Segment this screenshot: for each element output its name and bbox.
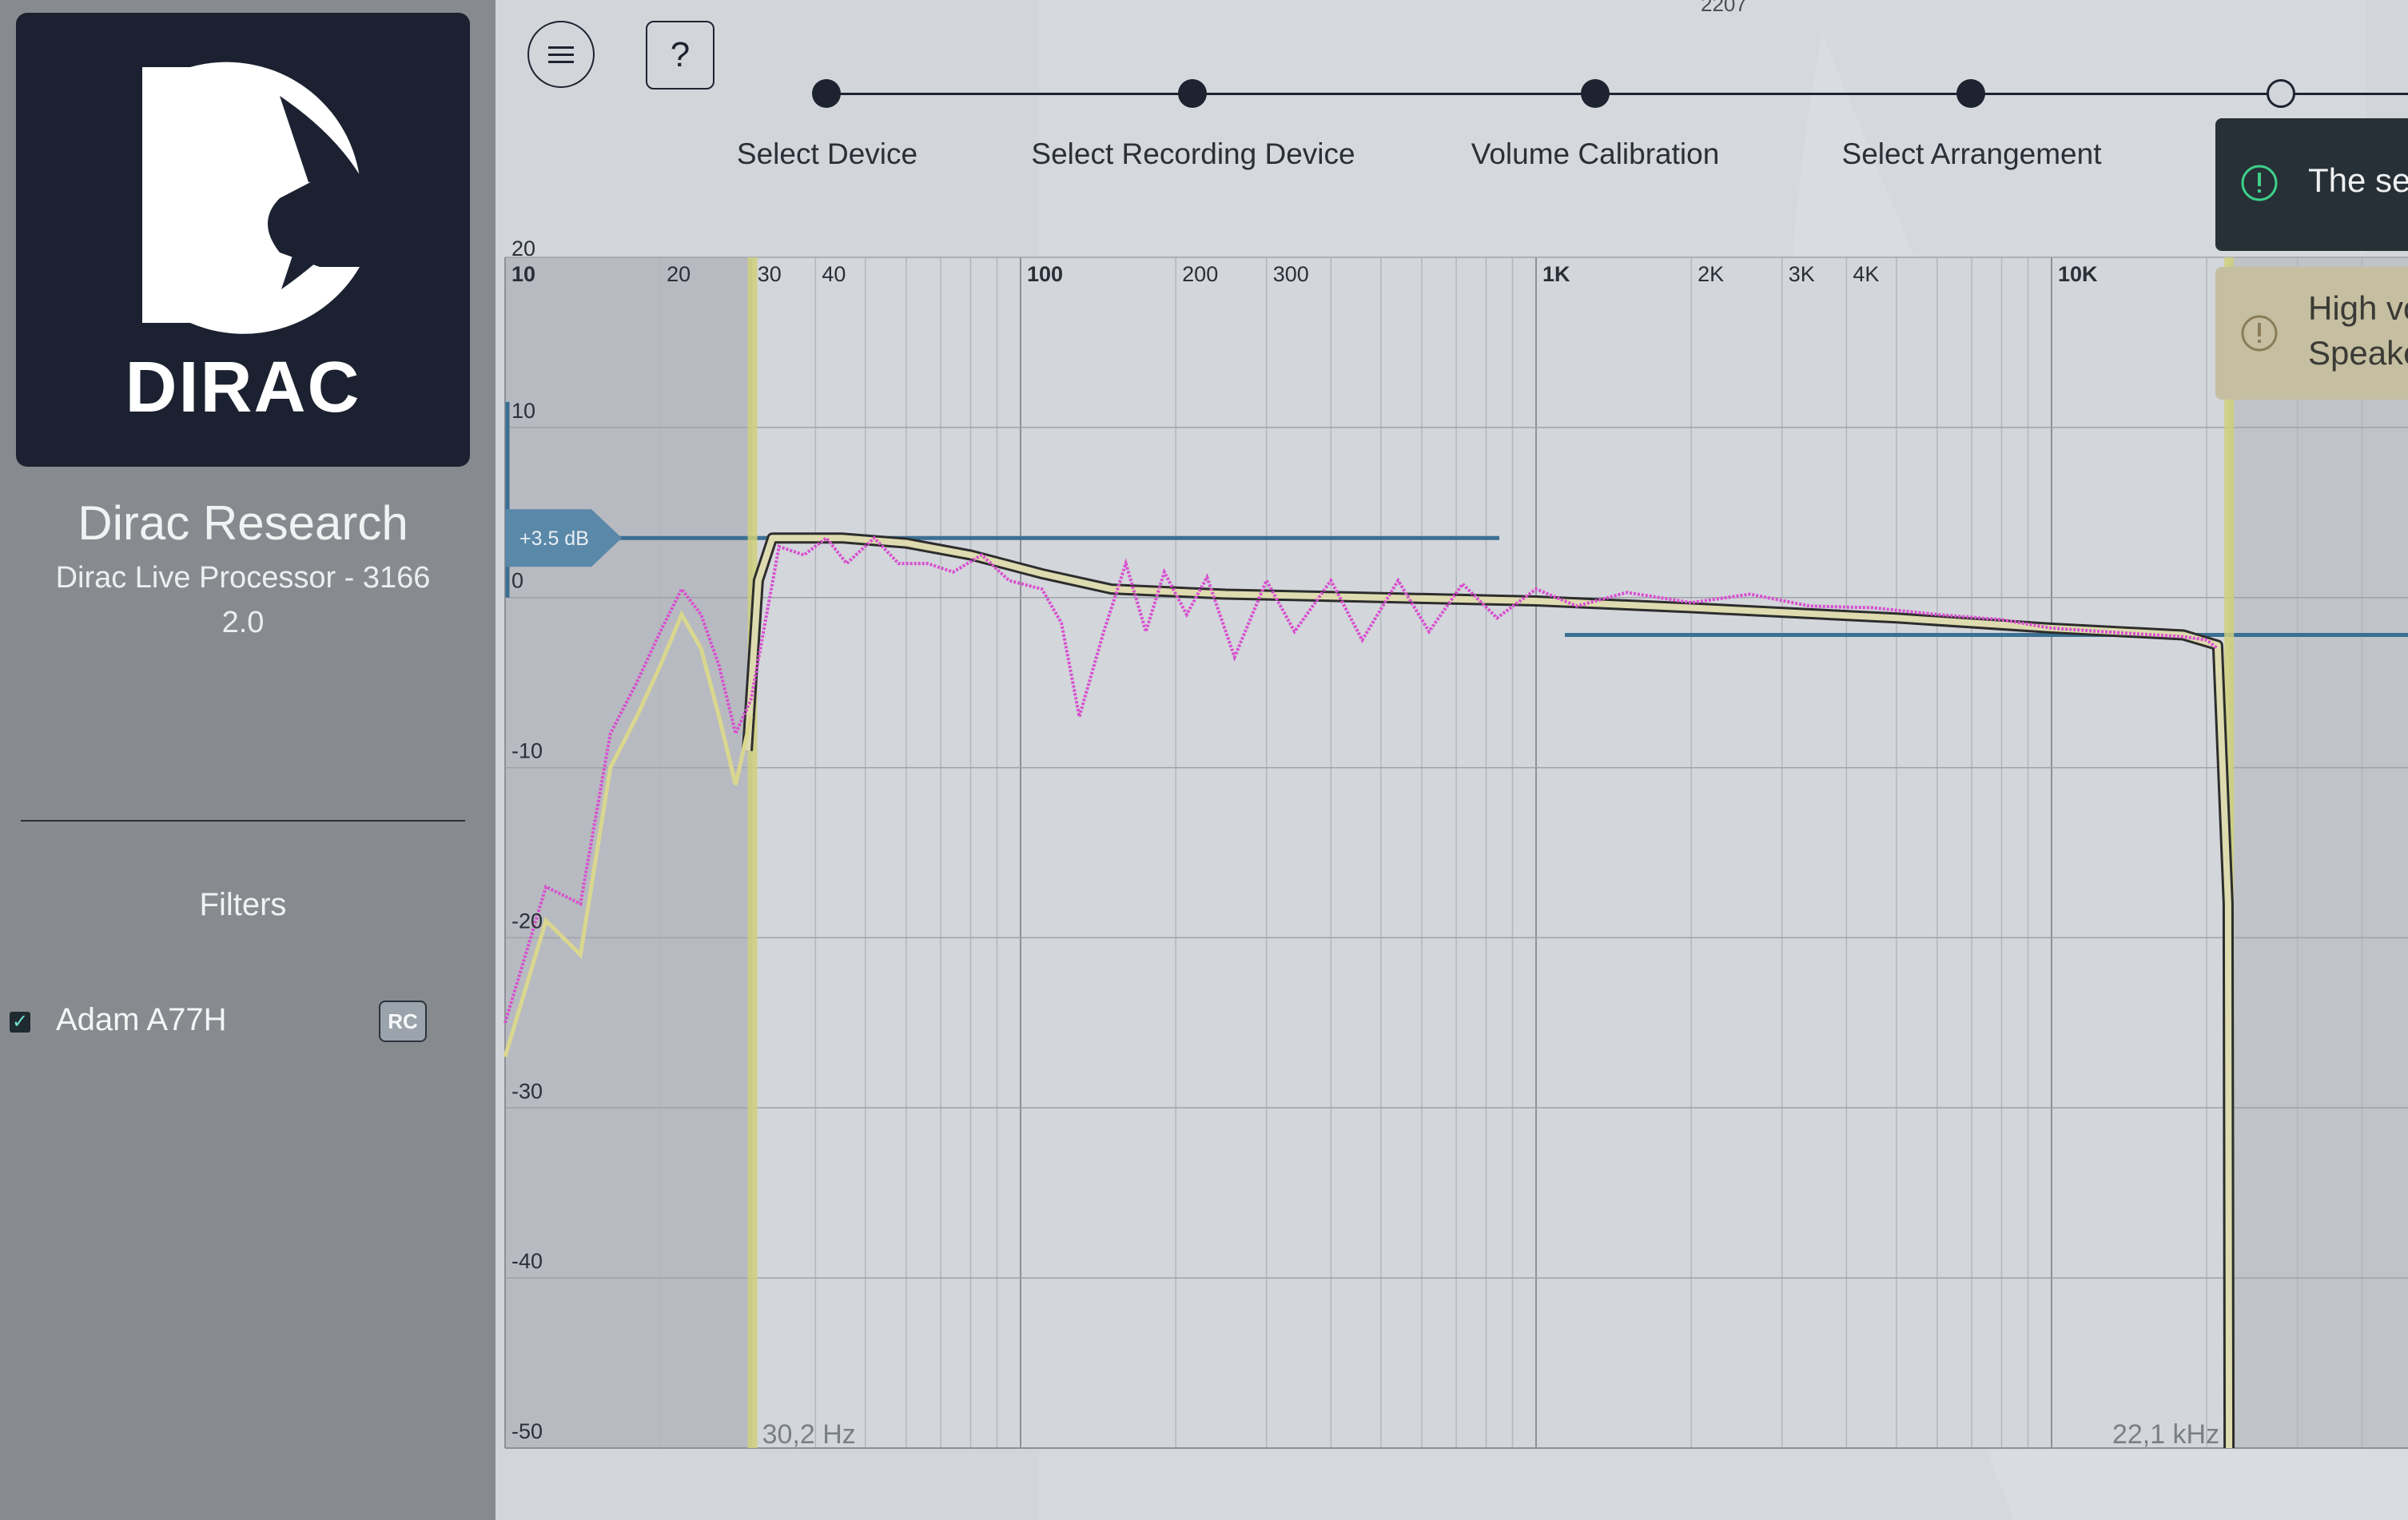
y-tick-label: 0 [511,569,523,593]
x-tick-label: 10K [2058,262,2098,286]
predicted-curve [503,610,754,1058]
x-tick-label: 30 [758,262,782,286]
y-tick-label: -40 [511,1249,543,1273]
dirac-logo: DIRAC [16,13,470,467]
step-label-volume-calibration[interactable]: Volume Calibration [1471,137,1720,170]
hamburger-icon [548,46,574,63]
company-name: Dirac Research [78,496,408,550]
y-tick-label: -30 [511,1079,543,1103]
rc-badge[interactable]: RC [379,1001,427,1042]
filters-title: Filters [199,887,287,922]
low-limit-label: 30,2 Hz [762,1419,856,1450]
x-tick-label: 4K [1853,262,1879,286]
sidebar-divider [21,820,465,822]
warning-toast-line1: High vo [2308,289,2408,327]
target-level-label: +3.5 dB [519,527,589,550]
x-tick-label: 3K [1789,262,1815,286]
measured-curve [503,535,2219,1024]
excluded-high-region [2229,257,2408,1448]
y-tick-label: -10 [511,739,543,763]
y-tick-label: -50 [511,1419,543,1443]
device-name: Dirac Live Processor - 3166 [55,561,431,595]
step-dot-next[interactable] [2267,79,2295,108]
target-curve [744,535,2233,1449]
step-dot-volume-calibration[interactable] [1581,79,1610,108]
sidebar: DIRAC Dirac Research Dirac Live Processo… [0,0,496,1520]
dirac-logo-icon [142,62,361,334]
x-tick-label: 200 [1182,262,1218,286]
y-tick-label: -20 [511,909,543,933]
x-tick-label: 10 [511,262,535,286]
info-toast-text: The sel [2308,161,2408,199]
warning-toast[interactable]: High vo Speake [2215,267,2408,400]
exclamation-circle-icon [2241,315,2278,352]
help-button[interactable]: ? [646,21,714,90]
step-label-select-device[interactable]: Select Device [736,137,918,170]
x-tick-label: 100 [1027,262,1063,286]
step-label-select-recording-device[interactable]: Select Recording Device [1031,137,1355,170]
step-label-select-arrangement[interactable]: Select Arrangement [1841,137,2102,170]
x-tick-label: 300 [1273,262,1309,286]
excluded-low-region [505,257,753,1448]
warning-toast-line2: Speake [2308,334,2408,372]
x-tick-label: 1K [1542,262,1570,286]
device-version: 2.0 [221,606,265,639]
exclamation-circle-icon [2241,165,2278,201]
y-tick-label: 10 [511,399,535,423]
step-dot-select-device[interactable] [812,79,841,108]
x-tick-label: 2K [1698,262,1724,286]
y-tick-label: 20 [511,237,535,261]
top-readout: 2207 [1701,0,1747,16]
filter-checkbox[interactable]: ✓ [10,1012,30,1033]
logo-text: DIRAC [125,348,361,428]
high-limit-label: 22,1 kHz [2112,1419,2219,1450]
info-toast[interactable]: The sel [2215,118,2408,251]
step-dot-select-recording-device[interactable] [1178,79,1207,108]
step-dot-select-arrangement[interactable] [1956,79,1985,108]
wizard-progress-line [826,93,2408,95]
target-level-flag [505,509,622,567]
x-tick-label: 40 [822,262,846,286]
filter-name: Adam A77H [56,1002,227,1037]
low-limit-handle [747,257,758,1448]
menu-button[interactable] [527,21,595,88]
x-tick-label: 20 [667,262,691,286]
filter-item[interactable]: ✓ Adam A77H RC [0,989,496,1053]
